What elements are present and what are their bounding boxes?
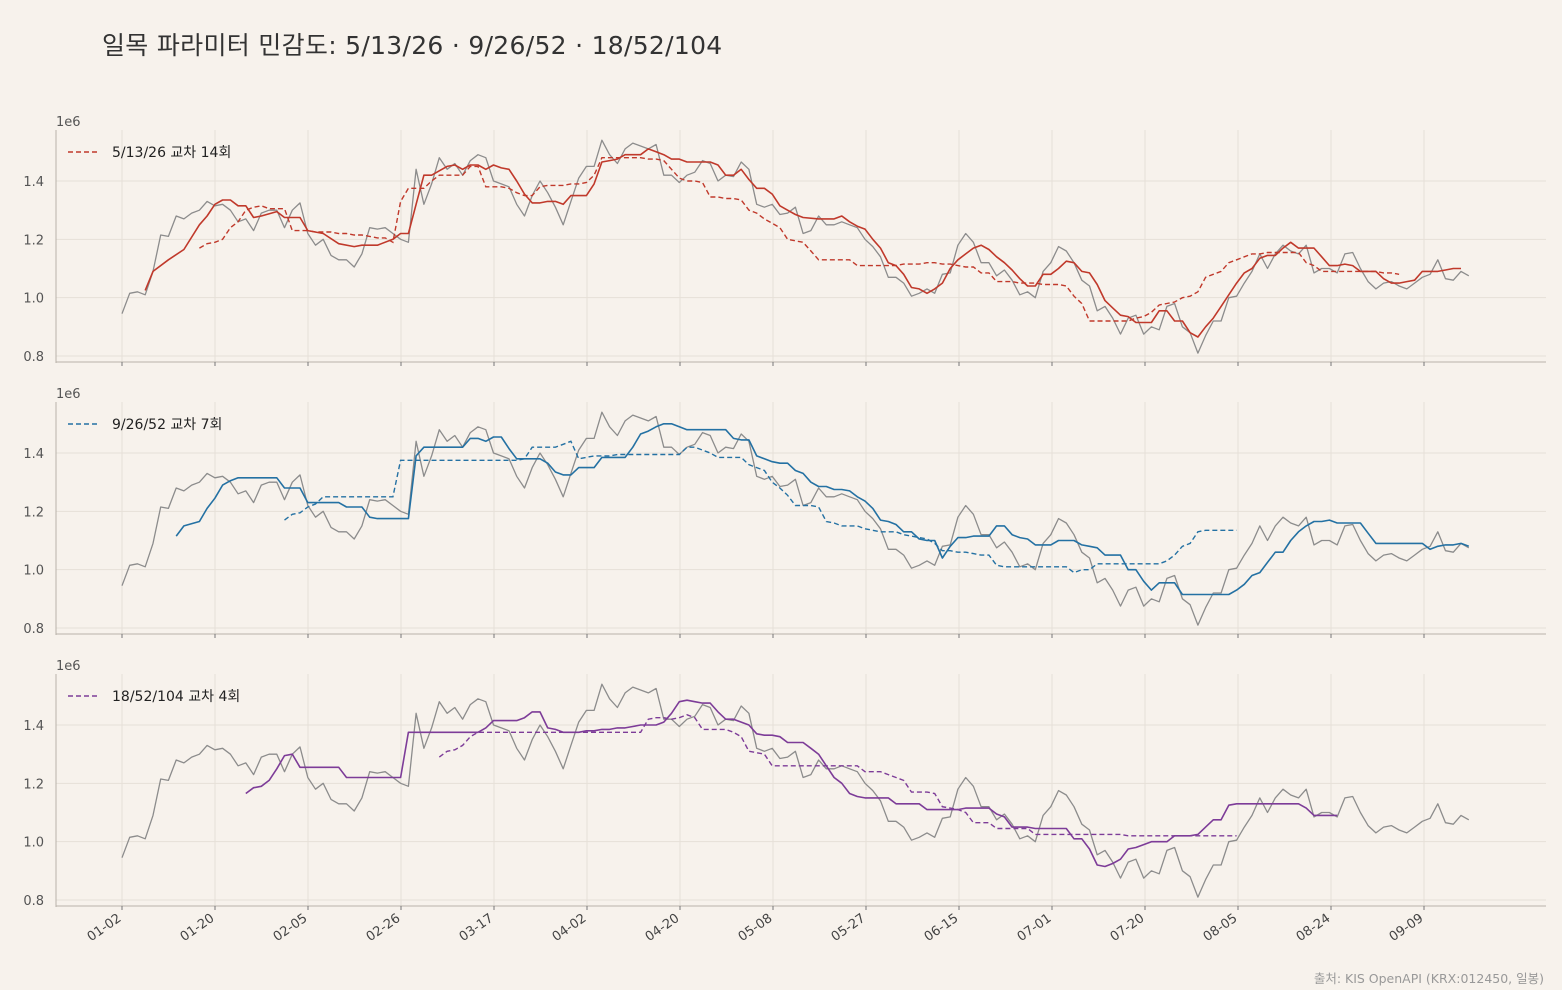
y-tick-label: 1.0 <box>23 292 44 307</box>
legend: 18/52/104 교차 4회 <box>68 689 240 705</box>
price-line <box>121 411 1470 626</box>
x-tick-label: 02-26 <box>364 911 404 945</box>
fast-line <box>144 148 1461 338</box>
x-tick-label: 04-20 <box>643 911 683 945</box>
y-tick-label: 0.8 <box>23 350 44 365</box>
y-exponent-label: 1e6 <box>56 659 81 674</box>
x-tick-label: 05-27 <box>829 911 869 945</box>
y-tick-label: 1.0 <box>23 564 44 579</box>
x-tick-label: 09-09 <box>1387 911 1427 945</box>
y-tick-label: 1.4 <box>23 447 44 462</box>
x-tick-label: 03-17 <box>457 911 497 945</box>
x-tick-label: 06-15 <box>922 911 962 945</box>
x-tick-label: 07-01 <box>1015 911 1055 945</box>
y-tick-label: 1.2 <box>23 505 44 520</box>
y-tick-label: 1.4 <box>23 719 44 734</box>
panel-1: 0.8 1.0 1.2 1.4 1e6 5/13/26 교차 14회 <box>23 115 1546 366</box>
y-tick-label: 1.2 <box>23 233 44 248</box>
price-line <box>121 139 1470 354</box>
slow-line <box>284 440 1237 574</box>
y-exponent-label: 1e6 <box>56 387 81 402</box>
legend-label: 5/13/26 교차 14회 <box>112 145 231 161</box>
y-tick-label: 0.8 <box>23 894 44 909</box>
y-exponent-label: 1e6 <box>56 115 81 130</box>
panel-2: 0.8 1.0 1.2 1.4 1e6 9/26/52 교차 7회 <box>23 387 1546 638</box>
chart-title: 일목 파라미터 민감도: 5/13/26 · 9/26/52 · 18/52/1… <box>102 31 723 60</box>
panel-3: 0.8 1.0 1.2 1.4 1e6 18/52/104 교차 4회 01-02 01-20… <box>23 659 1546 945</box>
price-line <box>121 683 1470 898</box>
legend-label: 9/26/52 교차 7회 <box>112 417 222 433</box>
x-tick-label: 04-02 <box>550 911 590 945</box>
y-tick-label: 1.0 <box>23 836 44 851</box>
slow-line <box>199 156 1400 322</box>
fast-line <box>175 422 1470 596</box>
x-tick-label: 02-05 <box>271 911 311 945</box>
y-tick-label: 0.8 <box>23 622 44 637</box>
slow-line <box>438 714 1237 837</box>
x-tick-label: 08-05 <box>1201 911 1241 945</box>
legend: 5/13/26 교차 14회 <box>68 145 231 161</box>
y-tick-label: 1.4 <box>23 175 44 190</box>
x-tick-label: 05-08 <box>736 911 776 945</box>
x-tick-label: 01-02 <box>85 911 125 945</box>
source-note: 출처: KIS OpenAPI (KRX:012450, 일봉) <box>1313 971 1544 986</box>
x-tick-label: 07-20 <box>1108 911 1148 945</box>
x-tick-label: 08-24 <box>1294 911 1334 945</box>
legend: 9/26/52 교차 7회 <box>68 417 222 433</box>
fast-line <box>245 699 1338 868</box>
y-tick-label: 1.2 <box>23 777 44 792</box>
x-tick-label: 01-20 <box>178 911 218 945</box>
legend-label: 18/52/104 교차 4회 <box>112 689 240 705</box>
